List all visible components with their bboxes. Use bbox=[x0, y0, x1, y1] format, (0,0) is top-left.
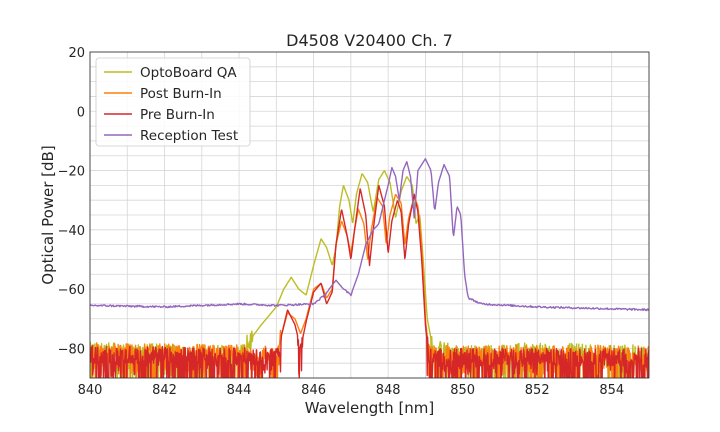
legend-label: Reception Test bbox=[140, 128, 238, 144]
series-line-2 bbox=[90, 184, 649, 378]
y-axis-label: Optical Power [dB] bbox=[39, 145, 57, 284]
x-axis-label: Wavelength [nm] bbox=[305, 399, 435, 417]
y-tick-label: −80 bbox=[58, 342, 85, 357]
x-tick-label: 844 bbox=[227, 383, 252, 398]
y-tick-label: 0 bbox=[77, 105, 85, 120]
legend-label: Pre Burn-In bbox=[140, 107, 215, 123]
series-line-3 bbox=[90, 158, 649, 312]
legend-box bbox=[95, 57, 251, 147]
chart-title: D4508 V20400 Ch. 7 bbox=[286, 31, 453, 50]
x-tick-label: 842 bbox=[152, 383, 177, 398]
x-tick-label: 850 bbox=[450, 383, 475, 398]
y-tick-label: −20 bbox=[58, 165, 85, 180]
x-tick-label: 840 bbox=[78, 383, 103, 398]
y-tick-label: −60 bbox=[58, 283, 85, 298]
legend-label: OptoBoard QA bbox=[140, 65, 237, 81]
plot-frame bbox=[89, 51, 650, 379]
x-tick-label: 848 bbox=[376, 383, 401, 398]
x-tick-label: 846 bbox=[301, 383, 326, 398]
x-tick-label: 852 bbox=[525, 383, 550, 398]
legend-label: Post Burn-In bbox=[140, 86, 222, 102]
y-tick-label: 20 bbox=[68, 46, 85, 61]
x-tick-label: 854 bbox=[599, 383, 624, 398]
series-group bbox=[90, 158, 649, 378]
y-tick-label: −40 bbox=[58, 224, 85, 239]
legend: OptoBoard QA Post Burn-In Pre Burn-In Recep… bbox=[95, 57, 251, 147]
tick-labels: 840 842 844 846 848 850 852 854 20 0 −20 −40 −60 −80 bbox=[58, 46, 625, 398]
